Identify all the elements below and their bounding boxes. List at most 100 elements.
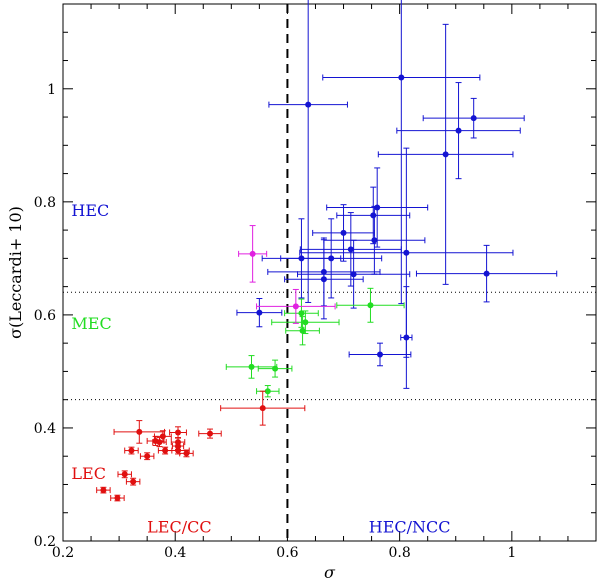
- point-marker: [128, 447, 135, 454]
- data-point: [284, 239, 364, 320]
- y-tick-label: 1: [47, 82, 56, 98]
- y-tick-label: 0.4: [34, 421, 56, 437]
- data-point: [377, 23, 514, 285]
- data-point: [422, 97, 525, 139]
- point-marker: [144, 453, 151, 460]
- data-point: [348, 342, 412, 367]
- axis-ticks: 0.2 0.4 0.6 0.8 1 0.2 0.4 0.6 0.8 1: [34, 3, 597, 561]
- point-marker: [175, 429, 182, 436]
- point-marker: [156, 439, 163, 446]
- x-tick-label: 0.4: [164, 545, 186, 561]
- point-marker: [305, 101, 312, 108]
- data-point: [285, 316, 320, 346]
- point-marker: [121, 471, 128, 478]
- data-point: [238, 225, 268, 283]
- point-marker: [403, 334, 410, 341]
- annotation-lec-cc: LEC/CC: [147, 518, 211, 537]
- data-point: [124, 446, 139, 455]
- point-marker: [347, 246, 354, 253]
- data-point: [152, 437, 167, 448]
- data-point: [96, 486, 111, 494]
- reference-lines: [63, 4, 596, 541]
- x-tick-label: 0.2: [52, 545, 74, 561]
- data-point: [323, 205, 426, 275]
- point-marker: [374, 204, 381, 211]
- x-tick-label: 0.6: [276, 545, 298, 561]
- point-marker: [206, 430, 213, 437]
- data-point: [113, 420, 166, 444]
- point-marker: [302, 319, 309, 326]
- data-point: [257, 359, 293, 378]
- point-marker: [292, 303, 299, 310]
- data-point: [396, 82, 521, 180]
- point-marker: [398, 74, 405, 81]
- point-marker: [259, 405, 266, 412]
- point-marker: [248, 363, 255, 370]
- point-marker: [483, 270, 490, 277]
- data-point: [146, 435, 165, 446]
- data-point: [117, 470, 132, 479]
- point-marker: [455, 127, 462, 134]
- data-point: [256, 385, 280, 398]
- y-tick-label: 0.8: [34, 195, 56, 211]
- data-point: [322, 0, 481, 305]
- data-point: [415, 244, 558, 303]
- data-point: [400, 286, 413, 389]
- data-point: [297, 239, 411, 309]
- annotation-lec: LEC: [71, 464, 106, 483]
- point-marker: [136, 428, 143, 435]
- series-other: [238, 225, 336, 324]
- data-point: [139, 452, 155, 461]
- point-marker: [249, 250, 256, 257]
- point-marker: [298, 310, 305, 317]
- data-point: [336, 287, 405, 323]
- point-marker: [272, 365, 279, 372]
- point-marker: [114, 495, 121, 502]
- data-point: [261, 218, 342, 299]
- point-marker: [320, 276, 327, 283]
- data-point: [284, 298, 319, 328]
- point-marker: [350, 271, 357, 278]
- point-marker: [370, 212, 377, 219]
- series-lec: [96, 390, 306, 502]
- y-axis-label: σ(Leccardi+ 10): [6, 206, 25, 339]
- data-point: [336, 186, 411, 245]
- point-marker: [100, 487, 107, 494]
- annotation-mec: MEC: [71, 314, 111, 333]
- data-point: [169, 426, 187, 439]
- data-points: [96, 0, 558, 502]
- y-tick-label: 0.2: [34, 534, 56, 550]
- data-point: [236, 298, 283, 328]
- point-marker: [376, 351, 383, 358]
- point-marker: [470, 115, 477, 122]
- plot-frame: [62, 3, 597, 542]
- annotations: HEC MEC LEC LEC/CC HEC/NCC: [71, 201, 450, 537]
- point-marker: [159, 433, 166, 440]
- point-marker: [299, 327, 306, 334]
- point-marker: [264, 388, 271, 395]
- data-point: [225, 355, 278, 379]
- data-point: [312, 204, 375, 262]
- data-point: [220, 390, 306, 426]
- data-point: [110, 494, 125, 502]
- y-tick-label: 0.6: [34, 308, 56, 324]
- data-point: [125, 477, 141, 486]
- point-marker: [340, 229, 347, 236]
- x-axis-label: σ: [324, 563, 336, 582]
- point-marker: [442, 151, 449, 158]
- annotation-hec: HEC: [71, 201, 109, 220]
- series-hec: [236, 0, 558, 389]
- data-point: [268, 0, 348, 303]
- data-point: [198, 428, 222, 439]
- data-point: [256, 288, 336, 324]
- point-marker: [371, 237, 378, 244]
- series-mec: [225, 287, 405, 398]
- point-marker: [298, 255, 305, 262]
- annotation-hec-ncc: HEC/NCC: [369, 518, 451, 537]
- point-marker: [183, 450, 190, 457]
- data-point: [179, 449, 194, 458]
- x-tick-label: 0.8: [388, 545, 410, 561]
- point-marker: [256, 309, 263, 316]
- point-marker: [130, 478, 137, 485]
